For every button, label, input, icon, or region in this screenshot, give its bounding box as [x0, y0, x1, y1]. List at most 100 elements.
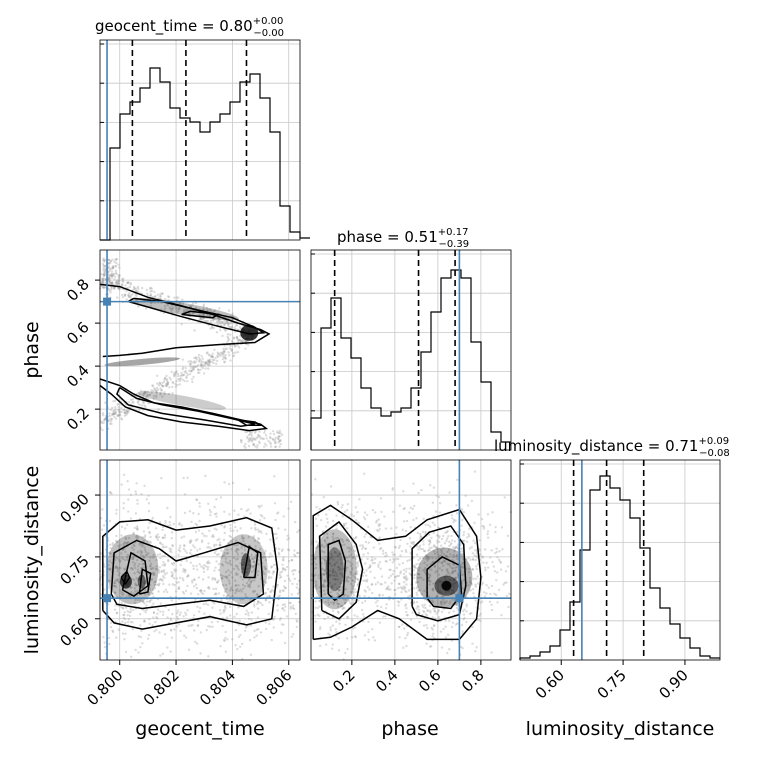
scatter-point: [336, 610, 340, 613]
scatter-point: [170, 562, 174, 565]
scatter-point: [172, 561, 176, 565]
scatter-point: [102, 281, 105, 285]
scatter-point: [392, 553, 395, 556]
scatter-point: [171, 583, 175, 586]
scatter-point: [172, 576, 176, 580]
scatter-point: [417, 491, 420, 495]
scatter-point: [432, 486, 436, 489]
scatter-point: [135, 534, 139, 537]
scatter-point: [293, 554, 297, 558]
scatter-point: [102, 277, 105, 280]
scatter-point: [222, 583, 225, 587]
scatter-point: [186, 575, 189, 578]
scatter-point: [103, 588, 106, 591]
scatter-point: [273, 438, 277, 441]
scatter-point: [110, 286, 113, 290]
scatter-point: [378, 594, 381, 597]
scatter-point: [401, 561, 405, 565]
panel-phase-vs-geocent-time: [98, 249, 301, 451]
scatter-point: [186, 584, 189, 588]
scatter-point: [193, 578, 196, 582]
scatter-point: [137, 290, 140, 293]
scatter-point: [274, 445, 278, 448]
scatter-point: [357, 599, 360, 602]
scatter-point: [474, 599, 477, 602]
scatter-point: [163, 391, 166, 394]
scatter-point: [168, 547, 171, 550]
scatter-point: [372, 546, 376, 549]
scatter-point: [497, 558, 501, 562]
scatter-point: [296, 583, 299, 586]
scatter-point: [214, 578, 217, 582]
scatter-point: [501, 548, 504, 551]
scatter-point: [378, 536, 382, 539]
scatter-point: [248, 585, 252, 589]
scatter-point: [277, 437, 280, 440]
scatter-point: [257, 537, 260, 540]
scatter-point: [317, 599, 321, 603]
scatter-point: [217, 562, 221, 566]
scatter-point: [237, 606, 240, 609]
scatter-point: [240, 590, 243, 593]
scatter-point: [451, 621, 455, 624]
scatter-point: [264, 549, 267, 553]
scatter-point: [160, 570, 163, 573]
scatter-point: [121, 548, 124, 552]
scatter-point: [490, 651, 493, 654]
scatter-point: [492, 565, 496, 568]
scatter-point: [324, 525, 328, 528]
scatter-point: [175, 577, 178, 580]
scatter-point: [229, 529, 233, 533]
scatter-point: [183, 511, 187, 515]
scatter-point: [112, 412, 115, 415]
scatter-point: [408, 511, 411, 514]
scatter-point: [149, 290, 152, 293]
scatter-point: [152, 602, 155, 605]
scatter-point: [99, 576, 103, 579]
scatter-point: [331, 519, 335, 523]
scatter-point: [264, 434, 268, 437]
scatter-point: [101, 508, 104, 511]
scatter-point: [116, 557, 119, 560]
scatter-point: [192, 361, 196, 365]
scatter-point: [161, 385, 165, 388]
scatter-point: [448, 491, 451, 494]
scatter-point: [218, 353, 221, 356]
scatter-point: [160, 569, 164, 573]
scatter-point: [222, 538, 226, 542]
scatter-point: [269, 590, 272, 593]
scatter-point: [173, 628, 176, 631]
scatter-point: [194, 598, 197, 602]
scatter-point: [188, 539, 192, 543]
scatter-point: [115, 636, 118, 639]
scatter-point: [216, 316, 220, 320]
scatter-point: [202, 566, 205, 569]
scatter-point: [212, 361, 215, 365]
scatter-point: [415, 600, 419, 604]
scatter-point: [223, 638, 226, 642]
scatter-point: [294, 520, 297, 524]
scatter-point: [126, 559, 129, 562]
scatter-point: [189, 359, 192, 363]
scatter-point: [204, 602, 208, 605]
scatter-point: [130, 586, 133, 589]
scatter-point: [314, 614, 317, 617]
scatter-point: [390, 527, 393, 530]
scatter-point: [291, 569, 294, 573]
scatter-point: [191, 365, 195, 368]
scatter-point: [259, 513, 263, 517]
scatter-point: [183, 634, 186, 637]
scatter-point: [472, 592, 475, 595]
scatter-point: [110, 274, 114, 278]
scatter-point: [116, 282, 120, 285]
scatter-point: [193, 360, 196, 363]
scatter-point: [108, 491, 112, 494]
scatter-point: [108, 268, 112, 272]
scatter-point: [270, 565, 274, 568]
scatter-point: [169, 378, 172, 381]
scatter-point: [100, 281, 104, 284]
scatter-point: [190, 579, 194, 582]
scatter-point: [152, 588, 155, 591]
scatter-point: [152, 573, 155, 576]
scatter-point: [114, 264, 117, 268]
